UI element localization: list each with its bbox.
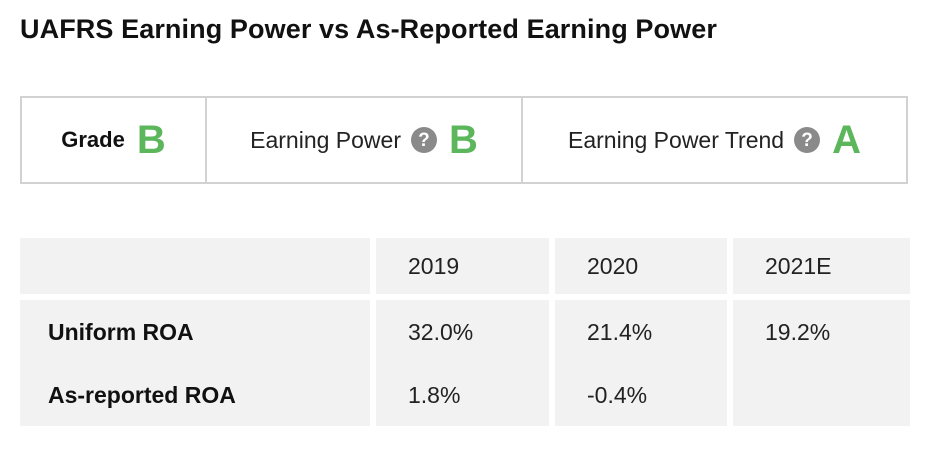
earning-power-cell: Earning Power ? B bbox=[205, 98, 521, 182]
earning-power-trend-cell: Earning Power Trend ? A bbox=[521, 98, 906, 182]
grade-panel: Grade B Earning Power ? B Earning Power … bbox=[20, 96, 908, 184]
grade-label: Grade bbox=[61, 127, 125, 152]
table-cell bbox=[733, 364, 910, 426]
table-header-cell bbox=[20, 238, 376, 300]
row-label: Uniform ROA bbox=[20, 300, 376, 364]
table-row: As-reported ROA 1.8% -0.4% bbox=[20, 364, 910, 426]
page-title: UAFRS Earning Power vs As-Reported Earni… bbox=[20, 14, 717, 44]
table-row: Uniform ROA 32.0% 21.4% 19.2% bbox=[20, 300, 910, 364]
earning-power-grade-value: B bbox=[448, 118, 478, 162]
overall-grade-value: B bbox=[136, 118, 166, 162]
help-icon[interactable]: ? bbox=[410, 127, 437, 153]
earning-power-label: Earning Power bbox=[250, 126, 401, 153]
table-header-row: 2019 2020 2021E bbox=[20, 238, 910, 300]
table-header-cell: 2020 bbox=[555, 238, 733, 300]
table-cell: -0.4% bbox=[555, 364, 733, 426]
table-cell: 21.4% bbox=[555, 300, 733, 364]
table-cell: 1.8% bbox=[376, 364, 555, 426]
help-icon[interactable]: ? bbox=[794, 127, 821, 153]
earning-power-trend-label: Earning Power Trend bbox=[568, 126, 785, 153]
table-cell: 19.2% bbox=[733, 300, 910, 364]
table-header-cell: 2019 bbox=[376, 238, 555, 300]
earning-power-trend-grade-value: A bbox=[832, 118, 861, 162]
table-cell: 32.0% bbox=[376, 300, 555, 364]
table-header-cell: 2021E bbox=[733, 238, 910, 300]
roa-table: 2019 2020 2021E Uniform ROA 32.0% 21.4% … bbox=[20, 238, 910, 426]
row-label: As-reported ROA bbox=[20, 364, 376, 426]
overall-grade-cell: Grade B bbox=[22, 98, 205, 182]
